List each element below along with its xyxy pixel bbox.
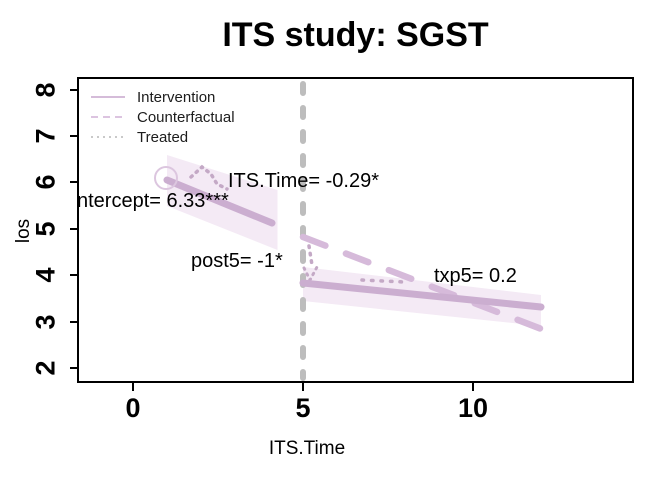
y-tick-7: 7	[30, 128, 61, 144]
annotation-intercept: ntercept= 6.33***	[77, 190, 229, 212]
x-tick-0: 0	[125, 393, 141, 423]
y-tick-2: 2	[30, 360, 61, 376]
x-tick-10: 10	[457, 393, 489, 423]
treated-line-post	[360, 278, 406, 284]
start-circle-marker	[154, 166, 178, 190]
y-axis-ticks	[70, 89, 78, 369]
y-tick-5: 5	[30, 221, 61, 237]
treated-drop-line	[307, 244, 314, 267]
y-tick-4: 4	[30, 267, 61, 283]
legend-label-treated: Treated	[137, 129, 189, 146]
x-axis-ticks	[132, 382, 474, 391]
treated-drop-arrowhead-icon	[302, 265, 319, 284]
legend-label-intervention: Intervention	[137, 89, 216, 106]
annotation-txp5: txp5= 0.2	[434, 265, 517, 287]
counterfactual-line	[299, 233, 548, 334]
y-tick-3: 3	[30, 314, 61, 330]
legend-label-counterfactual: Counterfactual	[137, 109, 235, 126]
x-tick-5: 5	[295, 393, 311, 423]
y-tick-8: 8	[30, 82, 61, 98]
annotation-post5: post5= -1*	[191, 250, 283, 272]
y-axis-label: los	[13, 218, 34, 244]
intervention-line-pre	[163, 176, 276, 227]
treated-line-pre	[189, 164, 229, 191]
annotation-slope: ITS.Time= -0.29*	[228, 170, 379, 192]
plot-title: ITS study: SGST	[222, 16, 489, 54]
intervention-line-post	[299, 279, 545, 311]
y-tick-6: 6	[30, 174, 61, 190]
x-axis-label: ITS.Time	[268, 438, 346, 459]
